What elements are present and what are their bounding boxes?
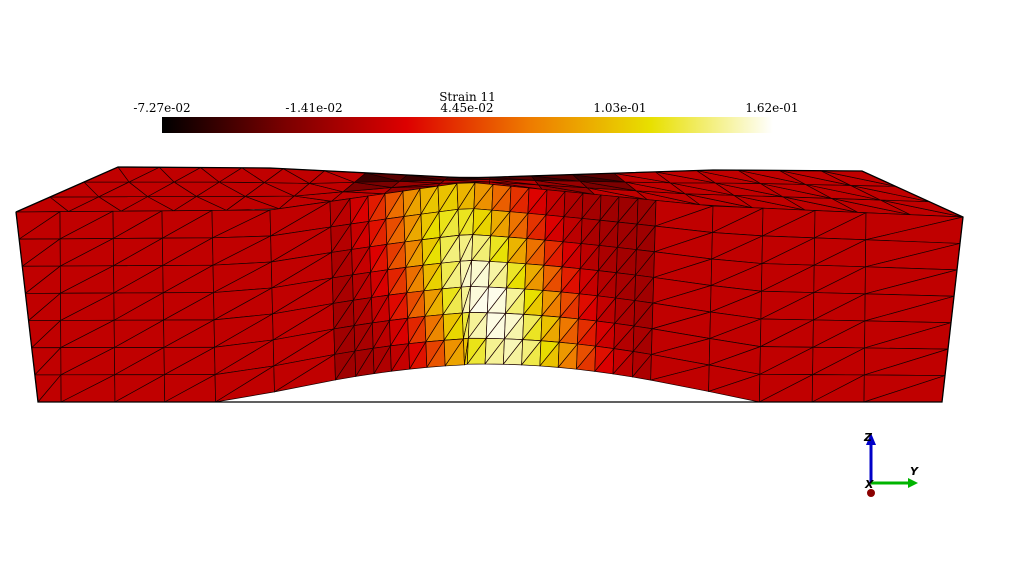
colorbar-gradient	[162, 117, 773, 133]
specimen-outline	[15, 166, 964, 403]
x-axis-label: X	[864, 478, 874, 491]
colorbar-tick-1: -1.41e-02	[285, 101, 343, 115]
y-axis-label: Y	[910, 465, 919, 478]
z-axis-arrowhead	[866, 433, 876, 445]
z-axis-label: Z	[863, 431, 873, 444]
colorbar-title: Strain 11	[439, 90, 496, 104]
axis-triad: Z Y X	[863, 431, 919, 497]
specimen-top-face	[15, 166, 964, 218]
colorbar-tick-3: 1.03e-01	[593, 101, 647, 115]
colorbar-tick-2: 4.45e-02	[440, 101, 494, 115]
colorbar-tick-0: -7.27e-02	[133, 101, 191, 115]
y-axis-arrowhead	[908, 478, 918, 488]
x-axis-dot	[867, 489, 875, 497]
colorbar-tick-4: 1.62e-01	[745, 101, 799, 115]
specimen-front-face	[15, 182, 964, 403]
